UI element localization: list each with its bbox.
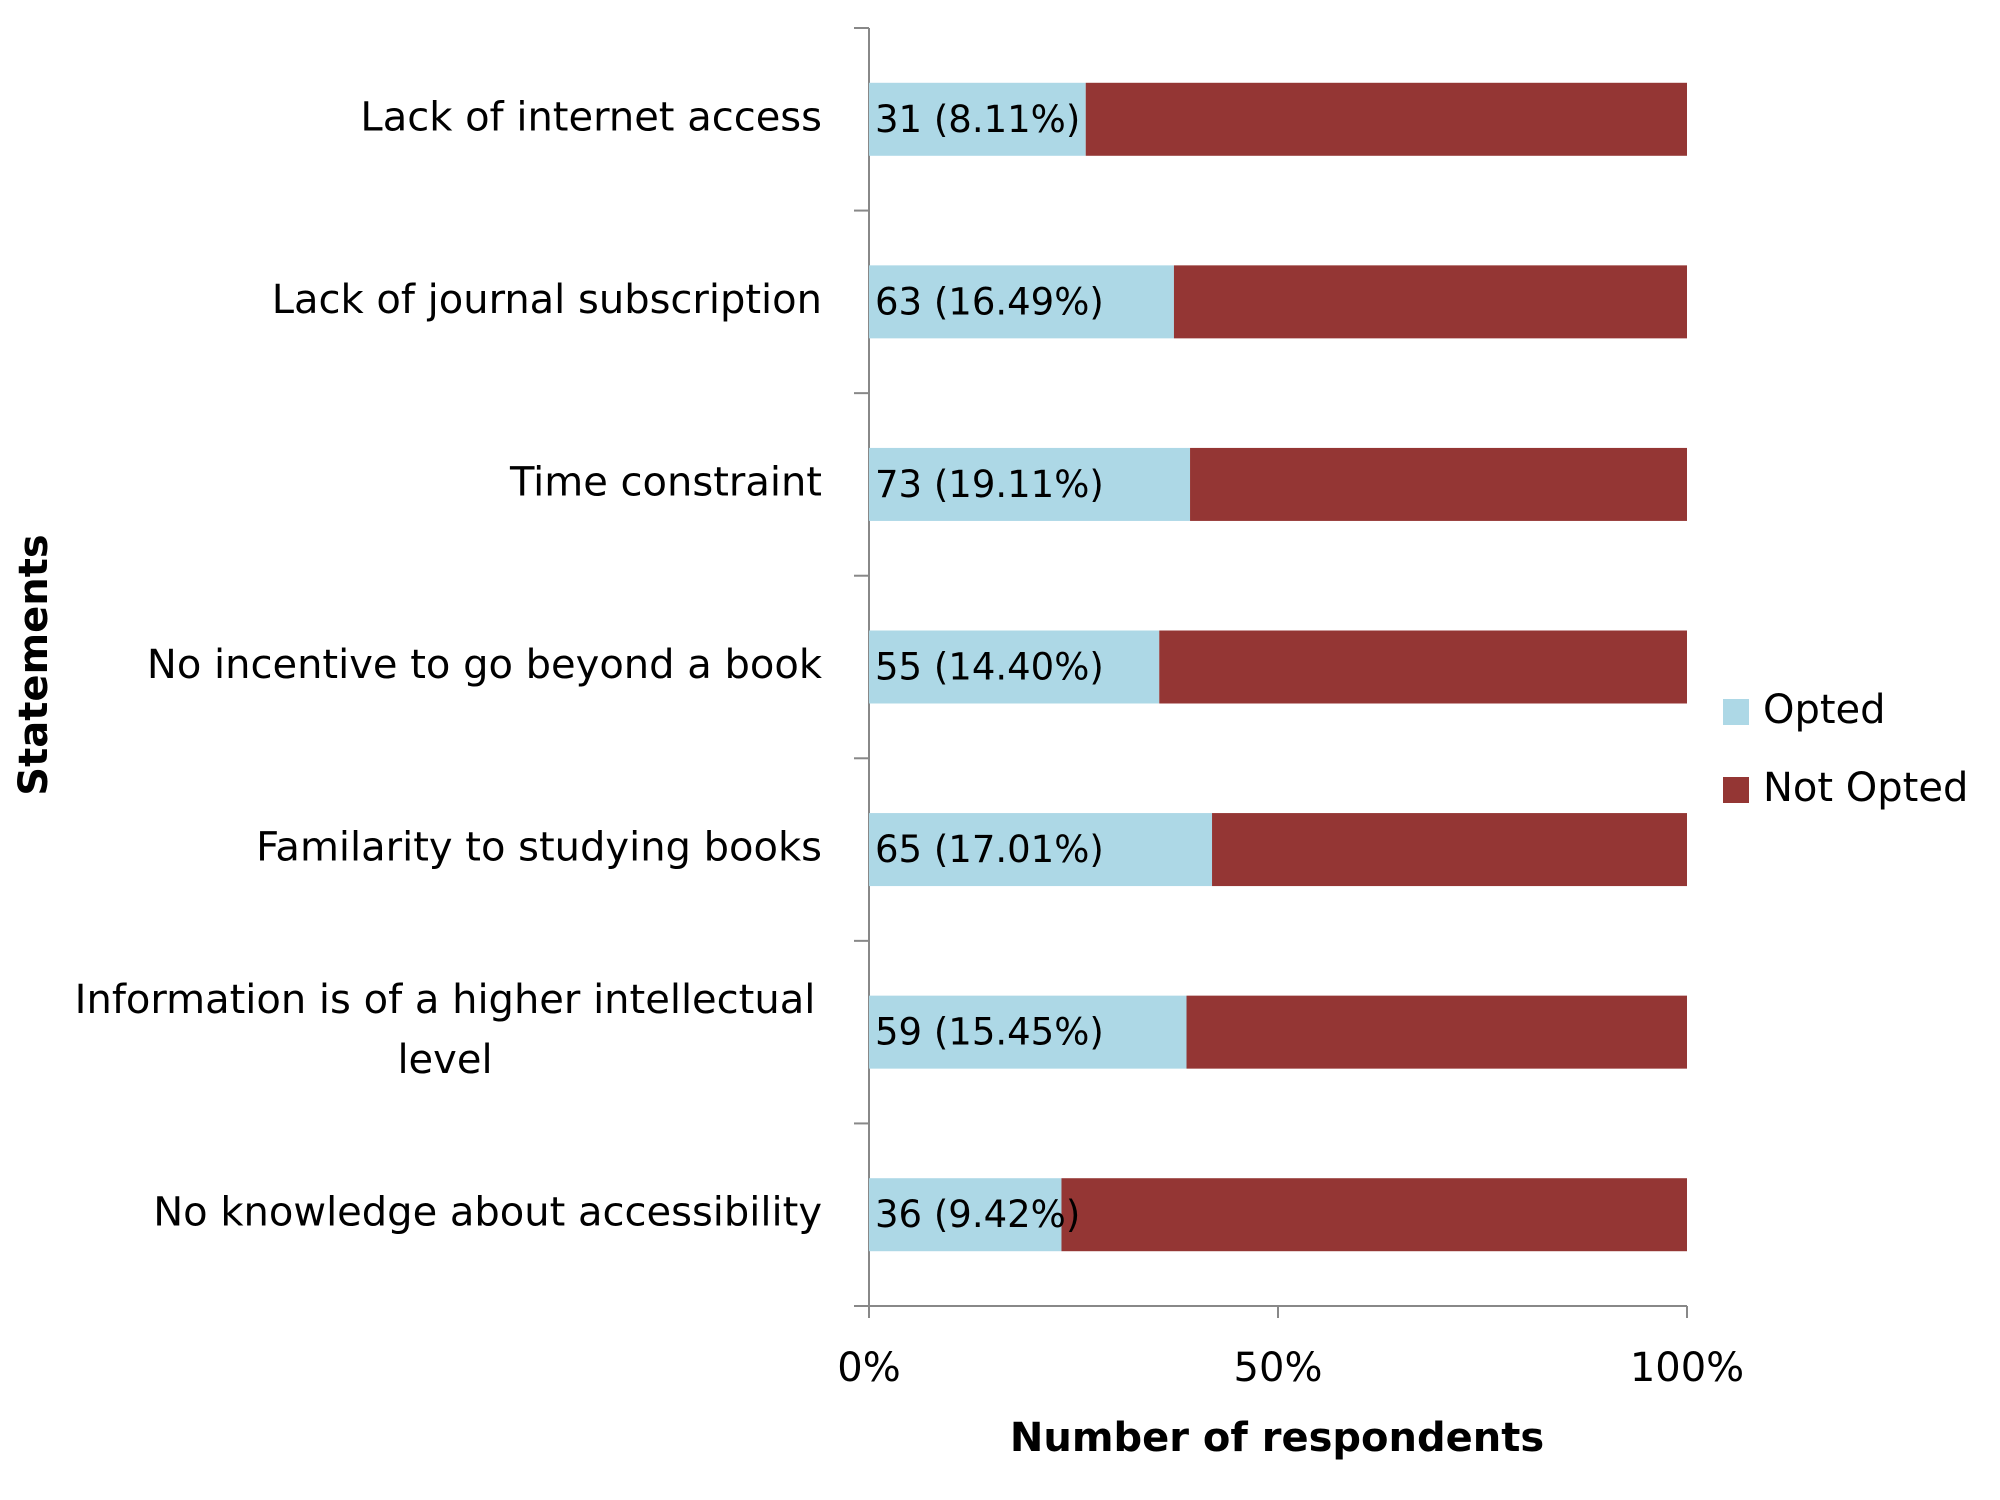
data-label: 65 (17.01%) [875,828,1104,871]
bar-segment [869,447,1191,521]
x-axis-title: Number of respondents [1010,1415,1544,1461]
data-label: 59 (15.45%) [875,1011,1104,1054]
y-axis-title: Statements [11,534,57,795]
bar-segment [1212,813,1687,887]
plot [854,27,1688,1318]
legend-swatch [1723,777,1749,803]
bar-segment [1186,995,1687,1069]
legend-label: Opted [1763,687,1886,733]
category-label: Lack of internet access [360,94,822,140]
bar-segment [869,1178,1062,1252]
bar-segment [1061,1178,1687,1252]
data-label: 55 (14.40%) [875,646,1104,689]
bar-segment [869,82,1086,156]
data-label: 63 (16.49%) [875,280,1104,323]
bar-segment [869,813,1213,887]
data-label: 31 (8.11%) [875,98,1080,141]
legend-swatch [1723,699,1749,725]
category-label: Familarity to studying books [256,825,822,871]
category-label: Information is of a higher intellectual l… [75,977,816,1083]
data-label: 73 (19.11%) [875,463,1104,506]
bar-segment [1190,447,1687,521]
x-tick-label: 100% [1630,1345,1744,1391]
category-label: No incentive to go beyond a book [147,642,823,688]
legend-label: Not Opted [1763,765,1968,811]
bar-segment [1159,630,1687,704]
bar-segment [869,630,1160,704]
bar-segment [1085,82,1687,156]
category-label: Lack of journal subscription [272,277,822,323]
bar-segment [1173,265,1687,339]
category-label: Time constraint [509,459,822,505]
category-label: No knowledge about accessibility [153,1190,822,1236]
x-tick-label: 50% [1234,1345,1323,1391]
x-tick-label: 0% [837,1345,900,1391]
bar-segment [869,995,1187,1069]
data-label: 36 (9.42%) [875,1193,1080,1236]
bar-segment [869,265,1174,339]
